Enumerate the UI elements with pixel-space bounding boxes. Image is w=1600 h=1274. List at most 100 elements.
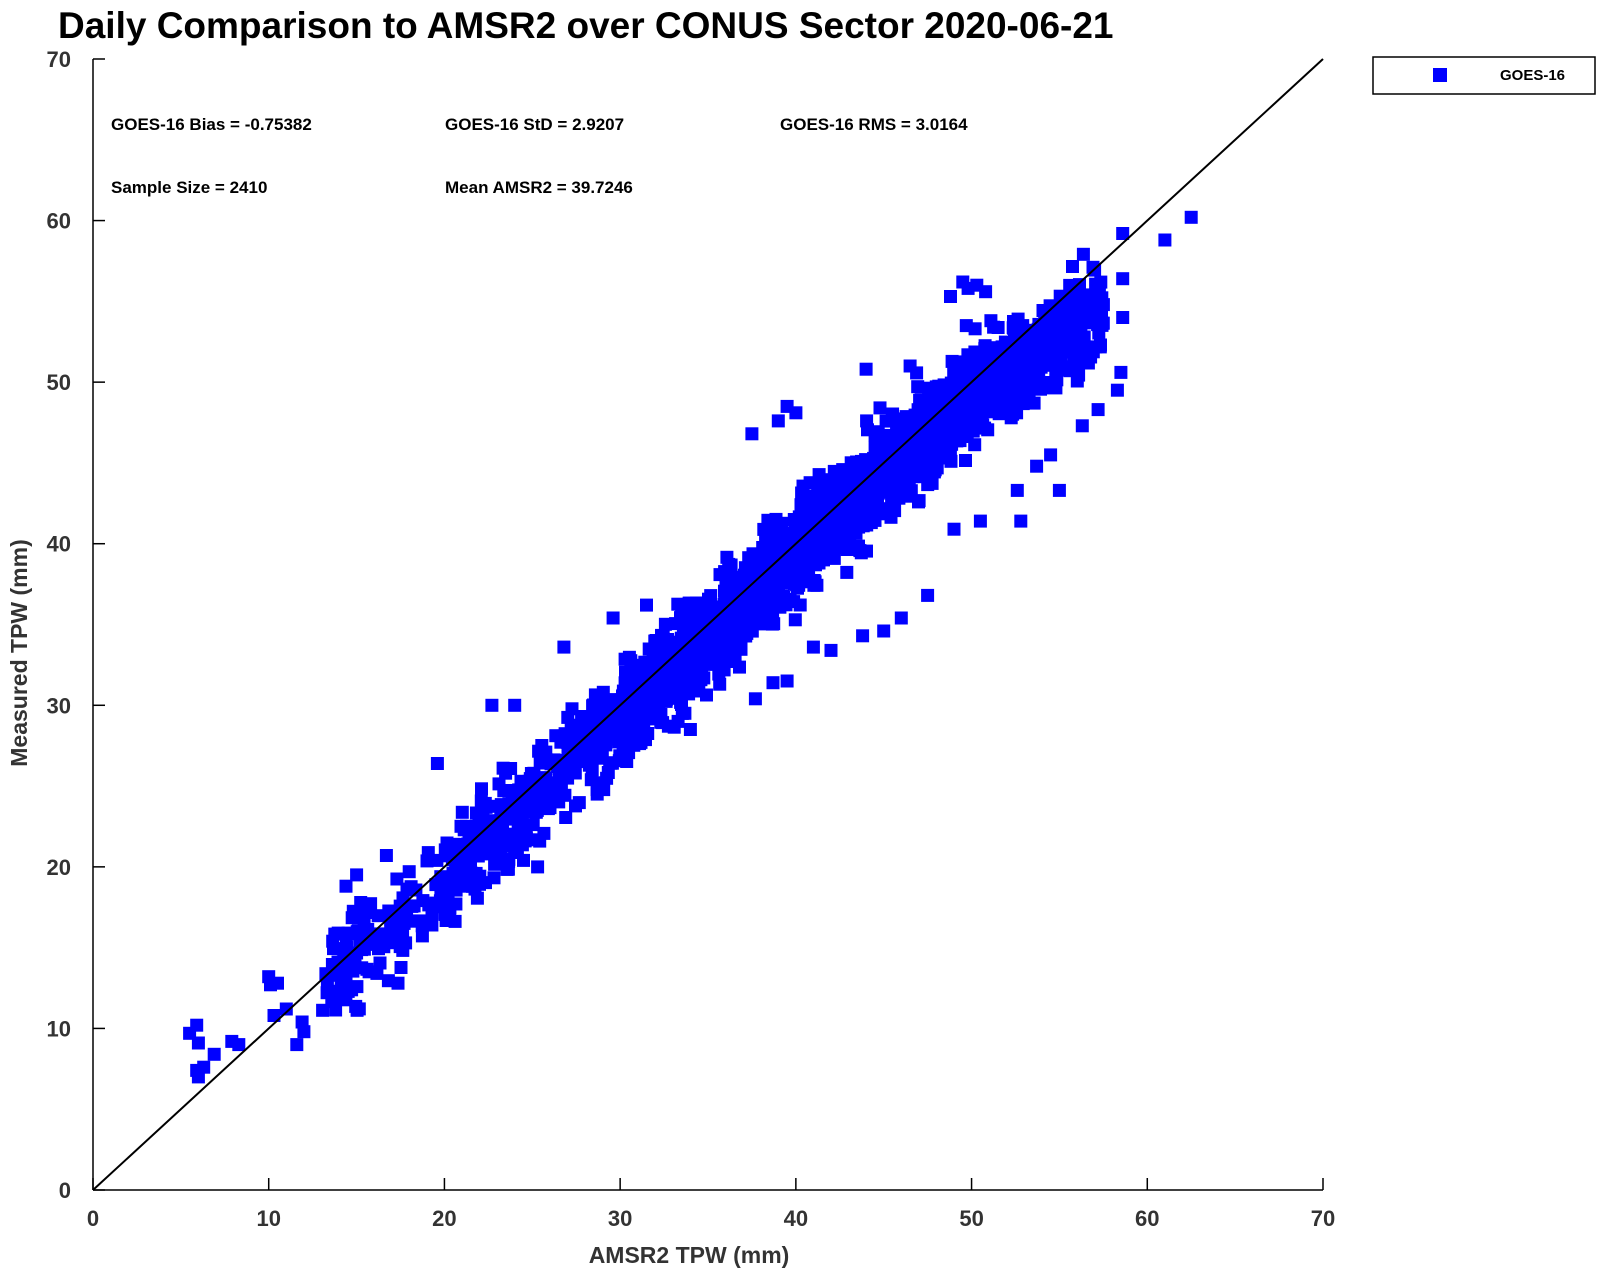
y-tick-label: 0 — [59, 1178, 71, 1203]
data-point — [371, 909, 385, 923]
data-series-goes-16 — [183, 210, 1198, 1084]
data-point — [532, 744, 546, 758]
data-point — [430, 853, 444, 867]
data-point — [827, 551, 841, 565]
data-point — [640, 598, 653, 612]
data-point — [935, 409, 949, 423]
data-point — [961, 281, 975, 295]
data-point — [811, 478, 825, 492]
data-point — [601, 700, 615, 714]
stat-bias: GOES-16 Bias = -0.75382 — [111, 115, 312, 134]
data-point — [1004, 411, 1018, 425]
data-point — [991, 389, 1005, 403]
data-point — [669, 617, 683, 631]
data-point — [916, 470, 929, 484]
data-point — [533, 756, 547, 770]
data-point — [840, 543, 854, 556]
data-point — [773, 600, 787, 614]
data-point — [1059, 324, 1073, 338]
data-point — [805, 489, 819, 503]
x-axis-label: AMSR2 TPW (mm) — [589, 1242, 790, 1268]
data-point — [968, 322, 982, 336]
data-point — [531, 833, 545, 847]
data-point — [618, 652, 632, 666]
data-point — [1096, 298, 1110, 312]
data-point — [364, 897, 378, 911]
data-point — [710, 624, 724, 638]
data-point — [892, 415, 906, 428]
data-point — [928, 399, 942, 413]
x-tick-label: 50 — [959, 1206, 983, 1231]
data-point — [523, 772, 537, 786]
data-point — [508, 698, 522, 712]
data-point — [717, 653, 731, 667]
chart-title: Daily Comparison to AMSR2 over CONUS Sec… — [58, 5, 1114, 46]
y-tick-label: 70 — [47, 47, 71, 72]
data-point — [1010, 483, 1024, 497]
data-point — [904, 459, 918, 473]
data-point — [557, 640, 571, 654]
data-point — [412, 914, 426, 928]
data-point — [701, 597, 714, 611]
data-point — [402, 865, 416, 879]
data-point — [1072, 305, 1086, 319]
data-point — [508, 812, 522, 826]
data-point — [1036, 381, 1050, 395]
data-point — [875, 478, 889, 492]
data-point — [370, 966, 384, 980]
data-point — [958, 355, 971, 369]
data-point — [1116, 227, 1130, 240]
data-point — [791, 581, 804, 595]
data-point — [777, 590, 791, 604]
data-point — [207, 1047, 221, 1061]
data-point — [857, 504, 871, 518]
data-point — [980, 374, 994, 387]
data-point — [643, 695, 657, 709]
data-point — [1116, 311, 1130, 324]
data-point — [1094, 275, 1108, 289]
legend-marker — [1433, 68, 1447, 82]
data-point — [1049, 381, 1063, 395]
data-point — [888, 504, 902, 518]
data-point — [911, 380, 925, 394]
data-point — [1050, 360, 1063, 374]
data-point — [914, 406, 928, 420]
data-point — [756, 541, 770, 554]
data-point — [789, 406, 803, 420]
data-point — [671, 714, 685, 728]
data-point — [1036, 352, 1050, 366]
data-point — [1043, 299, 1057, 313]
data-point — [377, 940, 391, 954]
data-point — [758, 617, 772, 631]
data-point — [936, 451, 950, 465]
data-point — [1073, 278, 1086, 292]
data-point — [547, 753, 561, 767]
data-point — [817, 490, 831, 504]
data-point — [1084, 342, 1098, 356]
data-point — [890, 426, 904, 440]
data-point — [867, 512, 881, 526]
data-point — [1075, 419, 1089, 433]
data-point — [361, 922, 375, 936]
y-tick-label: 30 — [47, 693, 71, 718]
data-point — [190, 1018, 204, 1032]
data-point — [992, 362, 1006, 376]
x-tick-label: 60 — [1135, 1206, 1159, 1231]
data-point — [766, 676, 780, 690]
data-point — [394, 961, 408, 974]
data-point — [676, 656, 690, 670]
data-point — [572, 796, 586, 810]
data-point — [1092, 326, 1106, 340]
data-point — [840, 565, 854, 579]
data-point — [541, 802, 555, 816]
data-point — [559, 811, 573, 824]
data-point — [191, 1036, 205, 1050]
x-tick-label: 0 — [87, 1206, 99, 1231]
data-point — [948, 368, 962, 382]
data-point — [561, 710, 575, 724]
data-point — [856, 629, 870, 643]
data-point — [793, 523, 807, 537]
data-point — [526, 818, 540, 832]
data-point — [877, 624, 891, 638]
data-point — [617, 689, 631, 703]
